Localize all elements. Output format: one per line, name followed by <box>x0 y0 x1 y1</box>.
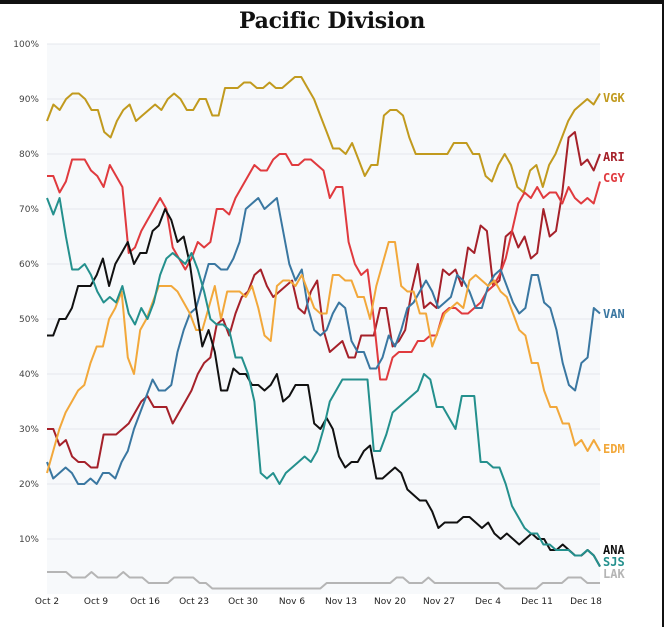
x-tick-label: Oct 2 <box>35 597 59 607</box>
y-tick-label: 40% <box>19 370 39 380</box>
series-line-van <box>46 197 601 485</box>
y-tick-label: 60% <box>19 260 39 270</box>
series-line-edm <box>46 241 601 474</box>
gridlines <box>47 43 600 540</box>
series-label-van: VAN <box>603 307 625 321</box>
series-line-sjs <box>46 197 601 567</box>
x-tick-label: Nov 20 <box>374 597 406 607</box>
y-tick-label: 100% <box>13 40 39 50</box>
x-tick-label: Oct 9 <box>84 597 108 607</box>
series-line-lak <box>47 571 600 590</box>
series-label-cgy: CGY <box>603 171 625 185</box>
x-tick-label: Oct 30 <box>228 597 258 607</box>
series-label-ana: ANA <box>603 543 625 557</box>
series-label-lak: LAK <box>603 567 625 581</box>
x-tick-label: Oct 23 <box>179 597 209 607</box>
y-tick-label: 50% <box>19 315 39 325</box>
series-label-sjs: SJS <box>603 555 625 569</box>
y-tick-label: 70% <box>19 205 39 215</box>
x-tick-label: Nov 13 <box>325 597 357 607</box>
x-tick-label: Dec 11 <box>521 597 553 607</box>
series-line-ari <box>47 131 601 469</box>
x-axis: Oct 2 Oct 9 Oct 16 Oct 23 Oct 30 Nov 6 Nov 13 N… <box>35 597 602 607</box>
y-tick-label: 80% <box>19 150 39 160</box>
series-label-ari: ARI <box>603 150 625 164</box>
y-axis: 10% 20% 30% 40% 50% 60% 70% 80% 90% 100% <box>13 40 39 545</box>
series-line-vgk <box>46 76 601 194</box>
series-line-ana <box>47 208 601 567</box>
x-tick-label: Dec 4 <box>475 597 501 607</box>
series-label-edm: EDM <box>603 442 625 456</box>
x-tick-label: Dec 18 <box>570 597 602 607</box>
top-border <box>0 0 664 4</box>
x-tick-label: Nov 6 <box>279 597 305 607</box>
y-tick-label: 10% <box>19 535 39 545</box>
chart-title: Pacific Division <box>238 8 426 34</box>
x-tick-label: Oct 16 <box>130 597 160 607</box>
series-line-cgy <box>47 153 601 381</box>
series-label-vgk: VGK <box>603 91 625 105</box>
y-tick-label: 30% <box>19 425 39 435</box>
y-tick-label: 20% <box>19 480 39 490</box>
right-border <box>662 0 664 627</box>
y-tick-label: 90% <box>19 95 39 105</box>
series-lines <box>46 76 601 590</box>
x-tick-label: Nov 27 <box>423 597 455 607</box>
